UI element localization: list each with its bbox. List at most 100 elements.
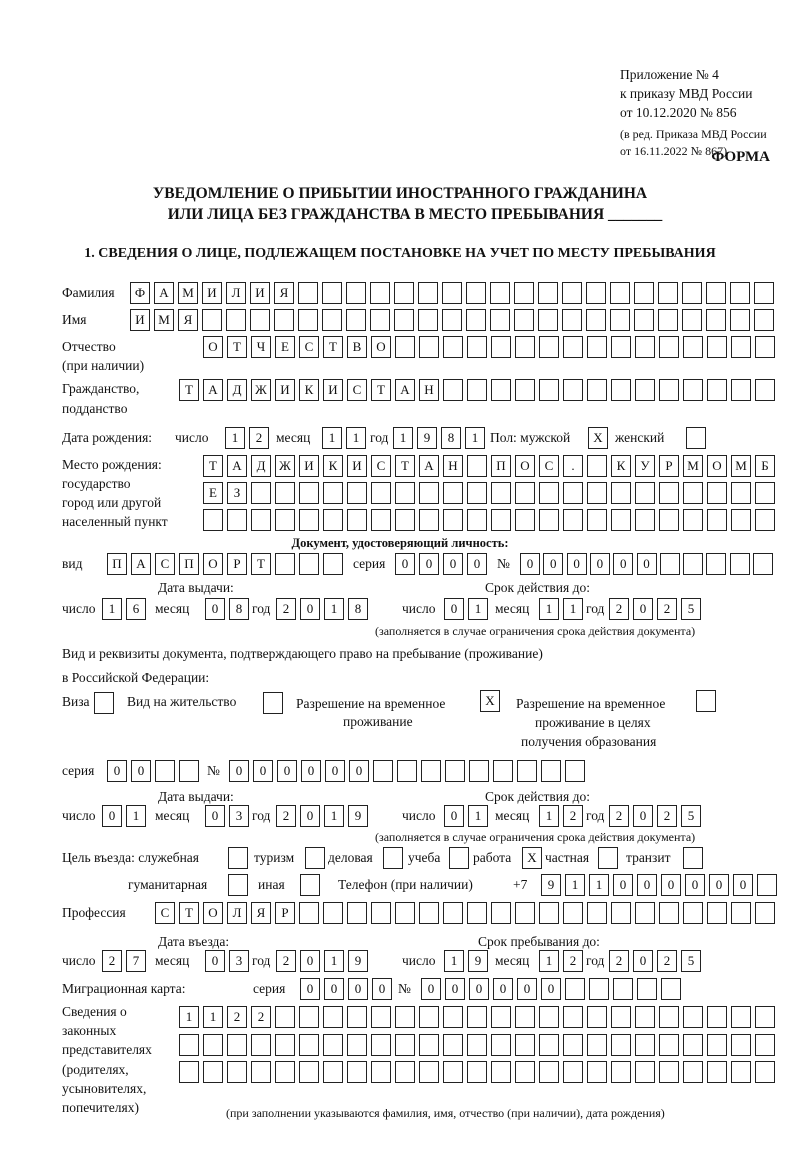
char-cell[interactable]: [683, 509, 703, 531]
char-cell[interactable]: Р: [275, 902, 295, 924]
char-cell[interactable]: [517, 760, 537, 782]
char-cell[interactable]: И: [275, 379, 295, 401]
char-cell[interactable]: 5: [681, 805, 701, 827]
char-cell[interactable]: У: [635, 455, 655, 477]
char-cell[interactable]: 1: [126, 805, 146, 827]
char-cell[interactable]: [347, 1034, 367, 1056]
char-cell[interactable]: [598, 847, 618, 869]
char-cell[interactable]: [563, 482, 583, 504]
char-cell[interactable]: [323, 509, 343, 531]
char-cell[interactable]: [757, 874, 777, 896]
char-cell[interactable]: [203, 509, 223, 531]
char-cell[interactable]: [707, 1061, 727, 1083]
char-cell[interactable]: [635, 336, 655, 358]
char-cell[interactable]: .: [563, 455, 583, 477]
char-cell[interactable]: [515, 1006, 535, 1028]
char-cell[interactable]: 2: [276, 805, 296, 827]
char-cell[interactable]: [563, 1006, 583, 1028]
char-cell[interactable]: [755, 379, 775, 401]
char-cell[interactable]: [443, 482, 463, 504]
char-cell[interactable]: [731, 1006, 751, 1028]
char-cell[interactable]: 1: [539, 598, 559, 620]
char-cell[interactable]: 0: [205, 805, 225, 827]
char-cell[interactable]: [298, 282, 318, 304]
char-cell[interactable]: [491, 1034, 511, 1056]
char-cell[interactable]: [445, 760, 465, 782]
char-cell[interactable]: 2: [609, 805, 629, 827]
char-cell[interactable]: [251, 509, 271, 531]
char-cell[interactable]: 0: [419, 553, 439, 575]
char-cell[interactable]: [394, 309, 414, 331]
char-cell[interactable]: [443, 1006, 463, 1028]
char-cell[interactable]: Т: [179, 379, 199, 401]
char-cell[interactable]: 0: [709, 874, 729, 896]
char-cell[interactable]: Т: [395, 455, 415, 477]
char-cell[interactable]: [395, 1034, 415, 1056]
char-cell[interactable]: 2: [249, 427, 269, 449]
char-cell[interactable]: А: [227, 455, 247, 477]
char-cell[interactable]: 1: [563, 598, 583, 620]
char-cell[interactable]: 5: [681, 950, 701, 972]
char-cell[interactable]: О: [515, 455, 535, 477]
char-cell[interactable]: 0: [395, 553, 415, 575]
char-cell[interactable]: Д: [251, 455, 271, 477]
char-cell[interactable]: [610, 309, 630, 331]
char-cell[interactable]: Р: [227, 553, 247, 575]
char-cell[interactable]: [658, 309, 678, 331]
char-cell[interactable]: 0: [300, 805, 320, 827]
char-cell[interactable]: [299, 902, 319, 924]
char-cell[interactable]: [755, 509, 775, 531]
char-cell[interactable]: 6: [126, 598, 146, 620]
char-cell[interactable]: [755, 1061, 775, 1083]
char-cell[interactable]: Я: [274, 282, 294, 304]
char-cell[interactable]: 1: [324, 950, 344, 972]
char-cell[interactable]: [613, 978, 633, 1000]
char-cell[interactable]: Л: [226, 282, 246, 304]
char-cell[interactable]: [347, 482, 367, 504]
char-cell[interactable]: [300, 874, 320, 896]
char-cell[interactable]: [383, 847, 403, 869]
char-cell[interactable]: 0: [613, 553, 634, 575]
char-cell[interactable]: [467, 482, 487, 504]
char-cell[interactable]: [469, 760, 489, 782]
char-cell[interactable]: [251, 1061, 271, 1083]
char-cell[interactable]: О: [371, 336, 391, 358]
char-cell[interactable]: [563, 336, 583, 358]
char-cell[interactable]: 0: [205, 598, 225, 620]
char-cell[interactable]: 1: [393, 427, 413, 449]
char-cell[interactable]: С: [347, 379, 367, 401]
char-cell[interactable]: [755, 1006, 775, 1028]
char-cell[interactable]: [587, 902, 607, 924]
char-cell[interactable]: [587, 482, 607, 504]
char-cell[interactable]: [707, 482, 727, 504]
char-cell[interactable]: [563, 902, 583, 924]
char-cell[interactable]: П: [179, 553, 199, 575]
char-cell[interactable]: [658, 282, 678, 304]
char-cell[interactable]: [682, 282, 702, 304]
char-cell[interactable]: Н: [443, 455, 463, 477]
char-cell[interactable]: [659, 1034, 679, 1056]
char-cell[interactable]: 0: [633, 805, 653, 827]
char-cell[interactable]: [514, 282, 534, 304]
char-cell[interactable]: [347, 902, 367, 924]
char-cell[interactable]: [394, 282, 414, 304]
char-cell[interactable]: 0: [229, 760, 249, 782]
char-cell[interactable]: В: [347, 336, 367, 358]
char-cell[interactable]: [491, 1006, 511, 1028]
char-cell[interactable]: М: [178, 282, 198, 304]
char-cell[interactable]: [299, 1061, 319, 1083]
char-cell[interactable]: [419, 1034, 439, 1056]
char-cell[interactable]: [729, 553, 750, 575]
char-cell[interactable]: [305, 847, 325, 869]
char-cell[interactable]: М: [683, 455, 703, 477]
char-cell[interactable]: 0: [517, 978, 537, 1000]
char-cell[interactable]: [395, 1061, 415, 1083]
char-cell[interactable]: С: [155, 553, 175, 575]
char-cell[interactable]: [371, 1034, 391, 1056]
char-cell[interactable]: [442, 309, 462, 331]
char-cell[interactable]: 1: [346, 427, 366, 449]
char-cell[interactable]: [586, 282, 606, 304]
char-cell[interactable]: 2: [276, 950, 296, 972]
char-cell[interactable]: Е: [203, 482, 223, 504]
char-cell[interactable]: К: [323, 455, 343, 477]
